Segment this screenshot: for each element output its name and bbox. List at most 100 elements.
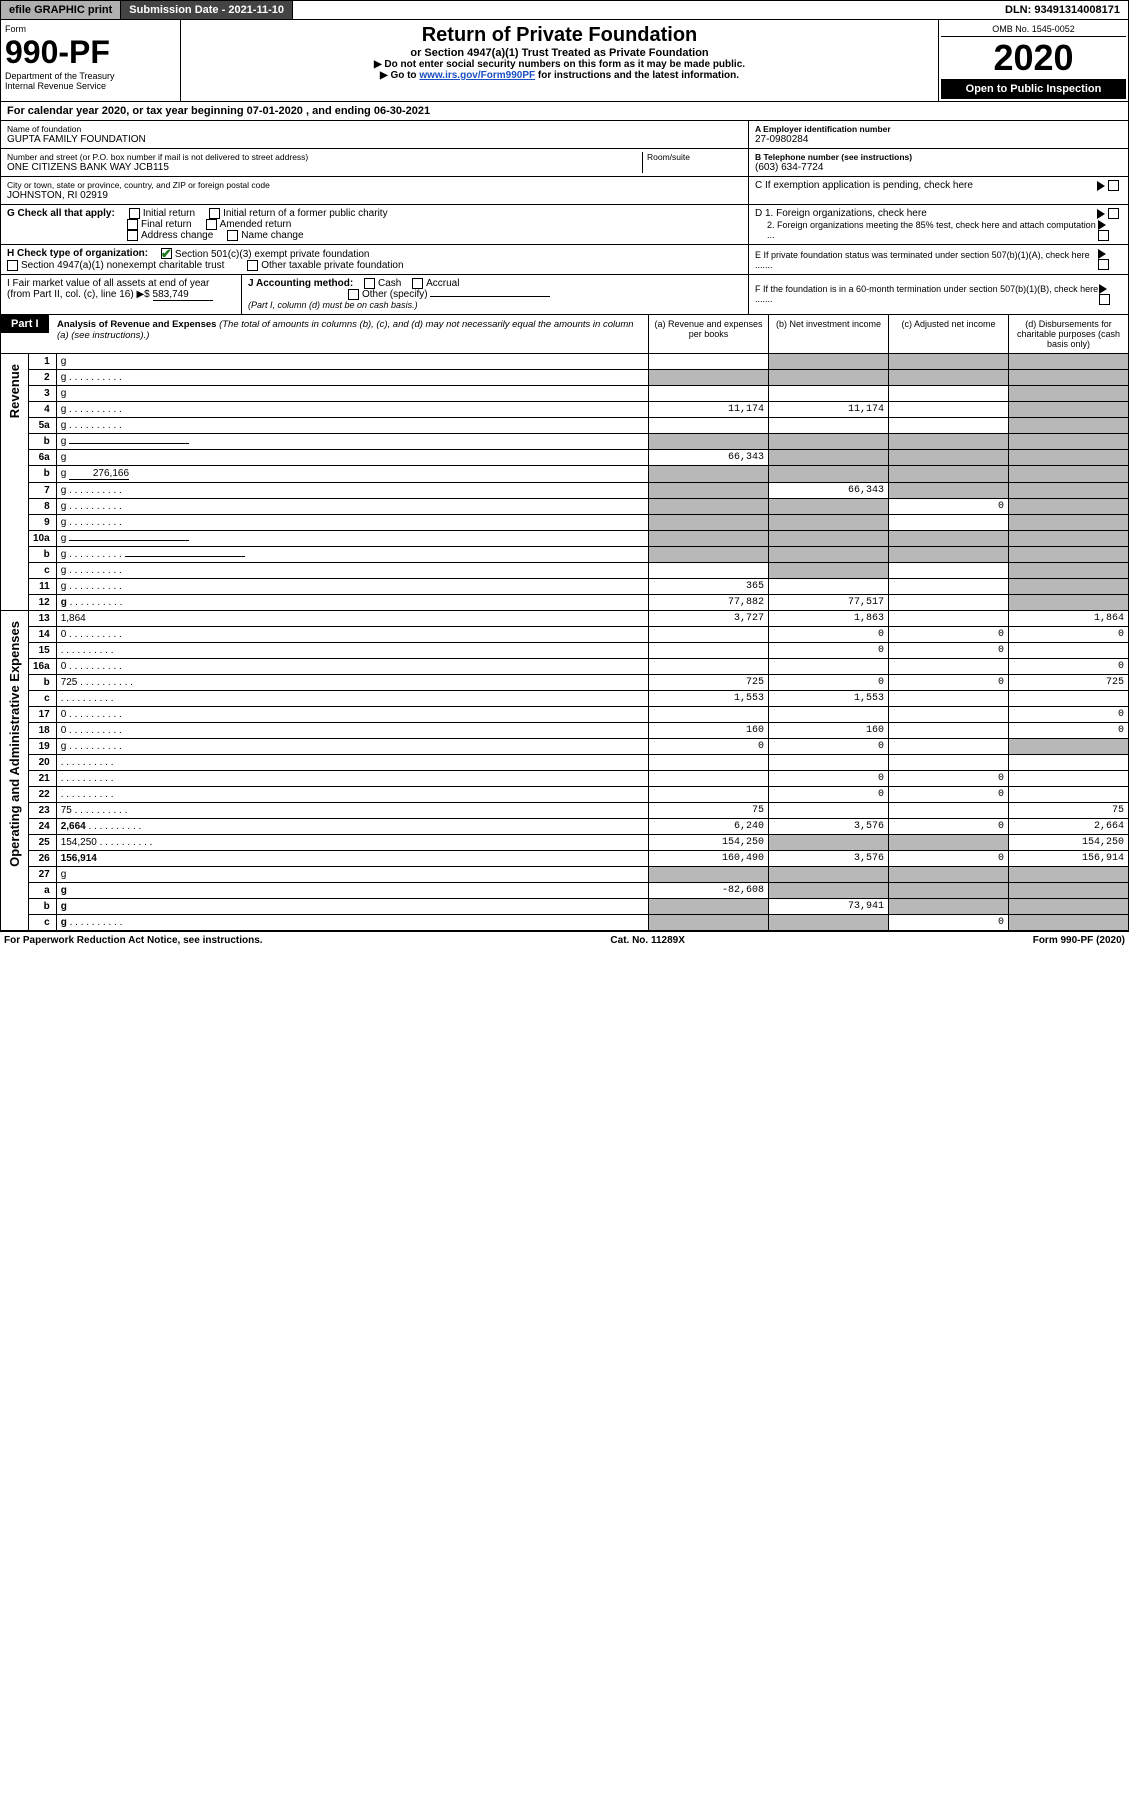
line-number: 25 bbox=[29, 834, 57, 850]
amount-cell: 0 bbox=[889, 626, 1009, 642]
amount-cell: 0 bbox=[1009, 658, 1129, 674]
table-row: bg bbox=[1, 433, 1129, 449]
j-label: J Accounting method: bbox=[248, 278, 353, 289]
calendar-year: For calendar year 2020, or tax year begi… bbox=[0, 102, 1129, 121]
j-other-checkbox[interactable] bbox=[348, 289, 359, 300]
line-description: 0 bbox=[56, 722, 648, 738]
line-description: g bbox=[56, 530, 648, 546]
amount-cell bbox=[1009, 369, 1129, 385]
amount-cell bbox=[1009, 482, 1129, 498]
h-other-checkbox[interactable] bbox=[247, 260, 258, 271]
amount-cell bbox=[889, 465, 1009, 482]
amount-cell bbox=[1009, 578, 1129, 594]
d2-checkbox[interactable] bbox=[1098, 230, 1109, 241]
j-accrual-checkbox[interactable] bbox=[412, 278, 423, 289]
arrow-icon bbox=[1097, 209, 1105, 219]
line-number: 11 bbox=[29, 578, 57, 594]
line-number: 3 bbox=[29, 385, 57, 401]
amount-cell bbox=[1009, 882, 1129, 898]
amount-cell bbox=[649, 786, 769, 802]
table-row: 11g365 bbox=[1, 578, 1129, 594]
g-label: G Check all that apply: bbox=[7, 208, 115, 219]
irs-link[interactable]: www.irs.gov/Form990PF bbox=[419, 70, 535, 81]
h-4947-checkbox[interactable] bbox=[7, 260, 18, 271]
amount-cell: 0 bbox=[889, 786, 1009, 802]
line-number: 12 bbox=[29, 594, 57, 610]
amount-cell bbox=[889, 722, 1009, 738]
amount-cell bbox=[1009, 546, 1129, 562]
table-row: 3g bbox=[1, 385, 1129, 401]
j-cash-checkbox[interactable] bbox=[364, 278, 375, 289]
amount-cell: 0 bbox=[889, 642, 1009, 658]
amended-return-checkbox[interactable] bbox=[206, 219, 217, 230]
col-d-header: (d) Disbursements for charitable purpose… bbox=[1008, 315, 1128, 353]
table-row: Revenue1g bbox=[1, 354, 1129, 370]
h-e-section: H Check type of organization: Section 50… bbox=[0, 245, 1129, 274]
name-change-checkbox[interactable] bbox=[227, 230, 238, 241]
amount-cell: 3,576 bbox=[769, 850, 889, 866]
amount-cell bbox=[649, 866, 769, 882]
amount-cell bbox=[769, 578, 889, 594]
amount-cell bbox=[889, 546, 1009, 562]
efile-print-button[interactable]: efile GRAPHIC print bbox=[1, 1, 121, 19]
final-return-checkbox[interactable] bbox=[127, 219, 138, 230]
amount-cell: 0 bbox=[889, 818, 1009, 834]
initial-return-checkbox[interactable] bbox=[129, 208, 140, 219]
open-inspection: Open to Public Inspection bbox=[941, 79, 1126, 99]
line-number: 27 bbox=[29, 866, 57, 882]
line-description: g 276,166 bbox=[56, 465, 648, 482]
table-row: bg73,941 bbox=[1, 898, 1129, 914]
amount-cell bbox=[769, 754, 889, 770]
table-row: 19g00 bbox=[1, 738, 1129, 754]
amount-cell: 0 bbox=[769, 770, 889, 786]
revenue-side-label: Revenue bbox=[5, 356, 24, 426]
amount-cell bbox=[1009, 465, 1129, 482]
amount-cell bbox=[649, 417, 769, 433]
line-number: 24 bbox=[29, 818, 57, 834]
initial-former-checkbox[interactable] bbox=[209, 208, 220, 219]
e-checkbox[interactable] bbox=[1098, 259, 1109, 270]
arrow-icon bbox=[1097, 181, 1105, 191]
form-number: 990-PF bbox=[5, 34, 176, 71]
table-row: cg0 bbox=[1, 914, 1129, 930]
table-row: 7g66,343 bbox=[1, 482, 1129, 498]
line-number: 14 bbox=[29, 626, 57, 642]
form-label: Form bbox=[5, 24, 176, 34]
table-row: 1801601600 bbox=[1, 722, 1129, 738]
table-row: 1500 bbox=[1, 642, 1129, 658]
amount-cell bbox=[889, 866, 1009, 882]
line-number: 16a bbox=[29, 658, 57, 674]
amount-cell: 77,882 bbox=[649, 594, 769, 610]
amount-cell bbox=[889, 898, 1009, 914]
line-number: 5a bbox=[29, 417, 57, 433]
f-checkbox[interactable] bbox=[1099, 294, 1110, 305]
table-row: 242,6646,2403,57602,664 bbox=[1, 818, 1129, 834]
table-row: 27g bbox=[1, 866, 1129, 882]
amount-cell bbox=[649, 482, 769, 498]
ein: 27-0980284 bbox=[755, 134, 1122, 145]
line-number: b bbox=[29, 546, 57, 562]
table-row: 2100 bbox=[1, 770, 1129, 786]
form-header: Form 990-PF Department of the Treasury I… bbox=[0, 20, 1129, 102]
line-description: g bbox=[56, 562, 648, 578]
amount-cell bbox=[769, 449, 889, 465]
goto-note: ▶ Go to www.irs.gov/Form990PF for instru… bbox=[185, 70, 934, 81]
line-number: 21 bbox=[29, 770, 57, 786]
line-description: 154,250 bbox=[56, 834, 648, 850]
tax-year: 2020 bbox=[941, 37, 1126, 79]
h-501-checkbox[interactable] bbox=[161, 248, 172, 259]
dept-treasury: Department of the Treasury bbox=[5, 71, 176, 81]
line-number: 20 bbox=[29, 754, 57, 770]
amount-cell bbox=[769, 354, 889, 370]
amount-cell bbox=[889, 385, 1009, 401]
d1-checkbox[interactable] bbox=[1108, 208, 1119, 219]
amount-cell bbox=[1009, 498, 1129, 514]
line-description: g bbox=[56, 594, 648, 610]
amount-cell bbox=[1009, 594, 1129, 610]
amount-cell: 0 bbox=[649, 738, 769, 754]
exemption-checkbox[interactable] bbox=[1108, 180, 1119, 191]
address-change-checkbox[interactable] bbox=[127, 230, 138, 241]
amount-cell bbox=[889, 610, 1009, 626]
paperwork-notice: For Paperwork Reduction Act Notice, see … bbox=[4, 935, 263, 946]
foundation-name-label: Name of foundation bbox=[7, 124, 742, 134]
